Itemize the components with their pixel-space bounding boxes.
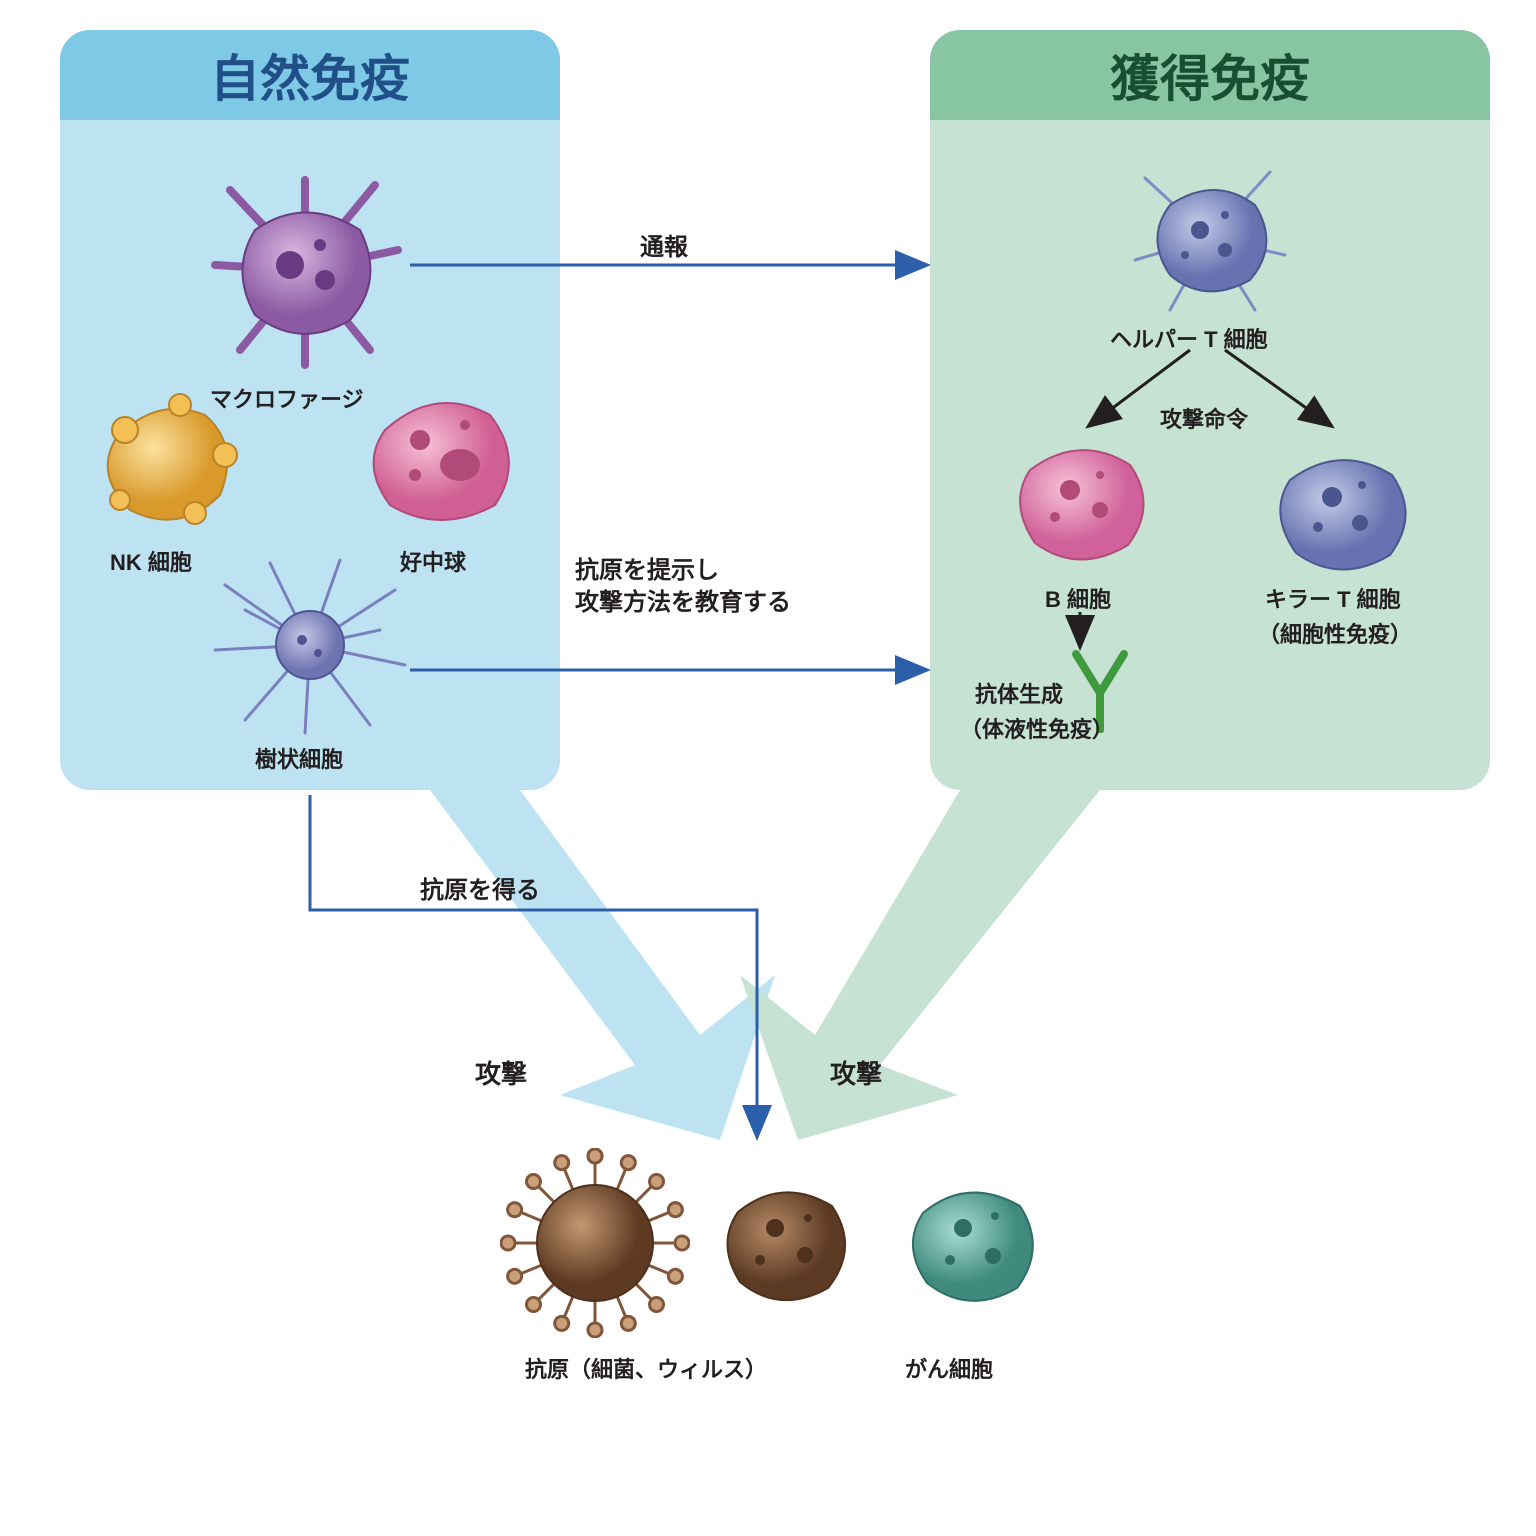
neutrophil-label: 好中球 — [400, 548, 466, 578]
cancer-cell-icon — [895, 1168, 1050, 1318]
b-cell-icon — [1000, 425, 1160, 575]
cancer-bottom-label: がん細胞 — [905, 1355, 993, 1385]
killer-t-label: キラー T 細胞 — [1265, 585, 1401, 615]
b-cell-label: B 細胞 — [1045, 585, 1111, 615]
diagram-stage: 自然免疫 獲得免疫 — [0, 0, 1536, 1536]
antigen-bottom-label: 抗原（細菌、ウィルス） — [525, 1355, 767, 1385]
antibody-label2: （体液性免疫） — [960, 715, 1114, 745]
adaptive-attack-label: 攻撃 — [830, 1057, 882, 1092]
neutrophil-icon — [355, 380, 525, 535]
arrow-get-antigen — [310, 795, 757, 1135]
arrow-present-label: 抗原を提示し 攻撃方法を教育する — [575, 555, 791, 620]
arrow-order-label: 攻撃命令 — [1160, 405, 1248, 435]
macrophage-label: マクロファージ — [210, 385, 364, 415]
killer-t-icon — [1260, 435, 1425, 585]
killer-t-sub: （細胞性免疫） — [1258, 620, 1412, 650]
dendritic-icon — [210, 555, 410, 735]
antibody-label1: 抗体生成 — [975, 680, 1063, 710]
nk-label: NK 細胞 — [110, 548, 192, 578]
dendritic-label: 樹状細胞 — [255, 745, 343, 775]
bacteria-icon — [710, 1170, 860, 1315]
virus-icon — [500, 1148, 690, 1338]
innate-attack-label: 攻撃 — [475, 1057, 527, 1092]
macrophage-icon — [200, 170, 410, 370]
helper-t-label: ヘルパー T 細胞 — [1110, 325, 1268, 355]
helper-t-icon — [1125, 160, 1295, 320]
arrow-report-label: 通報 — [640, 232, 688, 264]
arrow-get-antigen-label: 抗原を得る — [420, 875, 540, 907]
